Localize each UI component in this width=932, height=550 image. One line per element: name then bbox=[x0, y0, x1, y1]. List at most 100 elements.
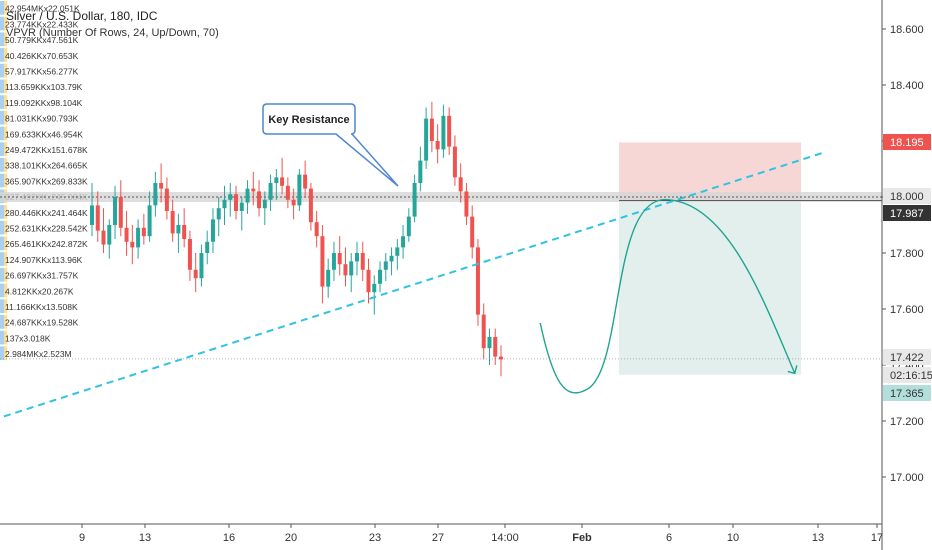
candle bbox=[274, 169, 279, 200]
candle bbox=[136, 219, 141, 259]
vpvr-indicator-title[interactable]: VPVR (Number Of Rows, 24, Up/Down, 70) bbox=[6, 27, 219, 39]
candle-body bbox=[349, 261, 354, 276]
candle-body bbox=[343, 264, 348, 276]
stop-loss-zone[interactable] bbox=[619, 142, 801, 201]
candle-body bbox=[176, 225, 181, 234]
candle bbox=[164, 177, 169, 220]
candle-body bbox=[285, 185, 290, 200]
candle bbox=[280, 157, 285, 195]
candle-body bbox=[320, 236, 325, 287]
price-badge-bg bbox=[883, 367, 931, 383]
volume-profile: 42.954MKx22.051K 23.774KKx22.433K 50.779KK… bbox=[0, 1, 88, 361]
resistance-trendline[interactable] bbox=[0, 151, 826, 424]
vp-bar-down bbox=[4, 220, 8, 235]
candle-body bbox=[95, 205, 100, 231]
vp-bar-up bbox=[0, 142, 4, 156]
candle bbox=[337, 236, 342, 276]
vp-row-label: 40.426KKx70.653K bbox=[5, 51, 79, 61]
callout-label: Key Resistance bbox=[268, 114, 349, 126]
candle bbox=[343, 247, 348, 287]
vp-bar-up bbox=[0, 48, 4, 62]
candle-body bbox=[458, 177, 463, 192]
candle bbox=[107, 219, 112, 259]
time-tick-label: 20 bbox=[285, 532, 297, 544]
price-axis[interactable]: 18.60018.40018.20018.00017.80017.60017.4… bbox=[881, 0, 932, 550]
candle bbox=[429, 101, 434, 153]
candle bbox=[303, 160, 308, 197]
candle bbox=[245, 180, 250, 214]
symbol-title[interactable]: Silver / U.S. Dollar, 180, IDC bbox=[6, 9, 158, 23]
candle bbox=[205, 230, 210, 265]
time-tick-label: 13 bbox=[812, 532, 824, 544]
vp-bar-down bbox=[4, 142, 8, 156]
vp-bar-up bbox=[0, 205, 4, 219]
key-resistance-callout[interactable]: Key Resistance bbox=[262, 103, 399, 187]
take-profit-zone[interactable] bbox=[619, 200, 801, 375]
price-badge-label: 17.422 bbox=[890, 352, 924, 364]
trade-zones bbox=[619, 142, 801, 375]
vp-row-label: 113.659KKx103.79K bbox=[5, 82, 83, 92]
candle bbox=[372, 275, 377, 315]
price-badge-bg bbox=[883, 205, 931, 221]
candle bbox=[487, 328, 492, 365]
vp-bar-up bbox=[0, 126, 4, 141]
time-tick-label: 17 bbox=[871, 532, 883, 544]
vp-bar-down bbox=[4, 95, 8, 109]
candle bbox=[90, 183, 94, 237]
candle bbox=[95, 191, 100, 242]
callout-bubble bbox=[262, 103, 399, 187]
candle bbox=[378, 261, 383, 293]
vp-row-label: 169.633KKx46.954K bbox=[5, 129, 83, 139]
price-tick-label: 17.800 bbox=[890, 248, 924, 260]
vp-bar-up bbox=[0, 252, 4, 266]
candle bbox=[314, 211, 319, 248]
candle-body bbox=[303, 174, 308, 189]
time-tick-label: 23 bbox=[369, 532, 381, 544]
candle-body bbox=[447, 115, 452, 147]
projected-price-path[interactable] bbox=[539, 199, 796, 394]
candle-body bbox=[257, 191, 262, 209]
vp-row-label: 249.472KKx151.678K bbox=[5, 145, 88, 155]
candle-body bbox=[308, 188, 313, 223]
vp-bar-down bbox=[4, 1, 8, 15]
time-tick-label: 16 bbox=[223, 532, 235, 544]
vp-bar-down bbox=[4, 110, 8, 125]
candle bbox=[193, 253, 198, 293]
vp-bar-up bbox=[0, 299, 4, 313]
candle-body bbox=[262, 199, 267, 209]
candle-body bbox=[222, 199, 227, 209]
vp-bar-down bbox=[4, 236, 8, 251]
vp-row-label: 365.907KKx269.833K bbox=[5, 176, 88, 186]
vp-bar-down bbox=[4, 252, 8, 266]
candle bbox=[326, 258, 331, 298]
price-badges: 18.195 18.000 17.987 17.422 02:16:15 17.365 bbox=[883, 134, 932, 401]
candle bbox=[441, 104, 446, 158]
vp-bar-up bbox=[0, 95, 4, 109]
time-axis[interactable]: 9 13 16 20 23 27 14:00 Feb 6 10 13 17 bbox=[0, 523, 883, 544]
candle-body bbox=[280, 177, 285, 186]
candle bbox=[406, 208, 411, 242]
candle bbox=[251, 171, 256, 206]
candle bbox=[366, 258, 371, 304]
candle-body bbox=[193, 269, 198, 279]
price-badge-label: 18.195 bbox=[890, 137, 924, 149]
time-tick-label: 10 bbox=[727, 532, 739, 544]
candle-body bbox=[199, 253, 204, 279]
vp-row-label: 119.092KKx98.104K bbox=[5, 98, 83, 108]
candle-body bbox=[401, 236, 406, 248]
time-tick-label: 9 bbox=[79, 532, 85, 544]
candle-body bbox=[452, 146, 457, 178]
candle-body bbox=[118, 197, 123, 228]
candle-body bbox=[210, 219, 215, 242]
vp-bar-down bbox=[4, 330, 8, 345]
vp-row-label: 280.446KKx241.464K bbox=[5, 208, 88, 218]
candle bbox=[187, 230, 192, 281]
price-tick-label: 17.600 bbox=[890, 304, 924, 316]
candle-body bbox=[406, 216, 411, 237]
vp-row-label: 50.779KKx47.561K bbox=[5, 35, 79, 45]
candle bbox=[101, 208, 106, 253]
price-badge-bg bbox=[883, 134, 931, 150]
vp-row-label: 81.031KKx90.793K bbox=[5, 114, 79, 124]
vp-bar-up bbox=[0, 110, 4, 125]
